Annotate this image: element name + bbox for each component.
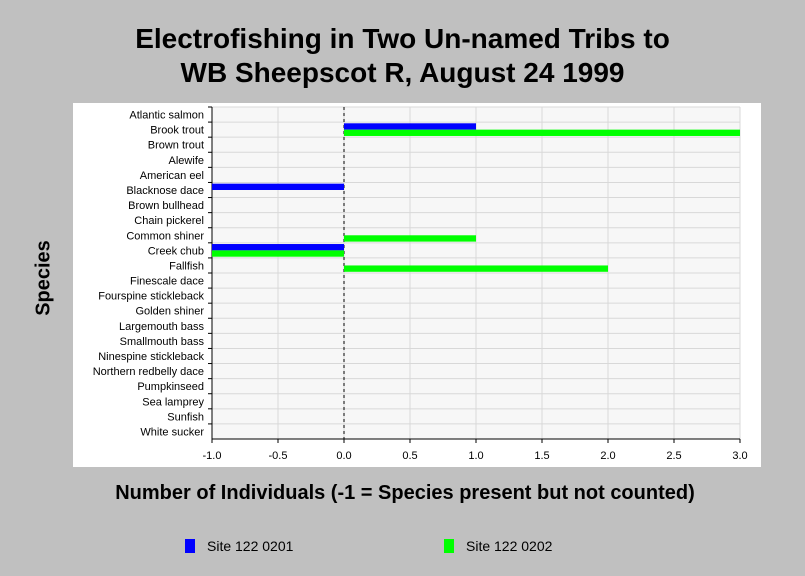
x-tick-label-6: 2.0: [600, 450, 615, 462]
y-tick-label-9: Creek chub: [148, 245, 204, 257]
y-tick-label-14: Largemouth bass: [119, 321, 204, 333]
y-tick-label-10: Fallfish: [169, 260, 204, 272]
legend-label-site-2: Site 122 0202: [466, 538, 553, 554]
y-tick-label-7: Chain pickerel: [134, 215, 204, 227]
y-tick-label-5: Blacknose dace: [126, 185, 204, 197]
chart-title-line-2: WB Sheepscot R, August 24 1999: [180, 57, 625, 88]
y-axis-label: Species: [32, 240, 55, 316]
legend-swatch-site-1: [185, 539, 195, 553]
x-tick-label-8: 3.0: [732, 450, 747, 462]
x-tick-label-5: 1.5: [534, 450, 549, 462]
y-tick-label-8: Common shiner: [126, 230, 204, 242]
bar-series-2-brook-trout: [344, 129, 740, 136]
y-tick-label-16: Ninespine stickleback: [98, 351, 204, 363]
bar-series-1-blacknose-dace: [212, 183, 344, 190]
x-tick-label-4: 1.0: [468, 450, 483, 462]
y-tick-label-18: Pumpkinseed: [137, 381, 204, 393]
y-tick-label-6: Brown bullhead: [128, 200, 204, 212]
y-tick-label-0: Atlantic salmon: [129, 110, 204, 122]
x-tick-label-3: 0.5: [402, 450, 417, 462]
bar-series-2-creek-chub: [212, 250, 344, 257]
y-tick-label-19: Sea lamprey: [142, 396, 204, 408]
y-tick-label-17: Northern redbelly dace: [93, 366, 204, 378]
x-axis-label: Number of Individuals (-1 = Species pres…: [115, 482, 695, 504]
x-tick-label-7: 2.5: [666, 450, 681, 462]
y-tick-label-3: Alewife: [169, 155, 204, 167]
y-tick-label-12: Fourspine stickleback: [98, 291, 204, 303]
bar-series-1-brook-trout: [344, 123, 476, 130]
bar-series-1-creek-chub: [212, 244, 344, 251]
y-tick-label-11: Finescale dace: [130, 276, 204, 288]
chart-title-line-1: Electrofishing in Two Un-named Tribs to: [135, 23, 670, 54]
bar-series-2-fallfish: [344, 265, 608, 272]
y-tick-label-4: American eel: [140, 170, 204, 182]
bar-series-2-common-shiner: [344, 235, 476, 242]
chart-title: Electrofishing in Two Un-named Tribs to …: [0, 22, 805, 90]
y-tick-label-21: White sucker: [140, 426, 204, 438]
x-tick-label-0: -1.0: [203, 450, 222, 462]
x-tick-label-2: 0.0: [336, 450, 351, 462]
y-tick-label-2: Brown trout: [148, 140, 204, 152]
x-tick-label-1: -0.5: [269, 450, 288, 462]
y-tick-label-15: Smallmouth bass: [120, 336, 205, 348]
y-tick-label-20: Sunfish: [167, 411, 204, 423]
legend-item-site-1: Site 122 0201: [185, 538, 293, 554]
legend-label-site-1: Site 122 0201: [207, 538, 294, 554]
plot-panel: Atlantic salmon Brook trout Brown trout Ale…: [73, 103, 761, 467]
legend-item-site-2: Site 122 0202: [444, 538, 552, 554]
legend-swatch-site-2: [444, 539, 454, 553]
chart-svg: Atlantic salmon Brook trout Brown trout Ale…: [93, 106, 748, 462]
y-tick-label-1: Brook trout: [150, 125, 204, 137]
y-tick-label-13: Golden shiner: [136, 306, 205, 318]
